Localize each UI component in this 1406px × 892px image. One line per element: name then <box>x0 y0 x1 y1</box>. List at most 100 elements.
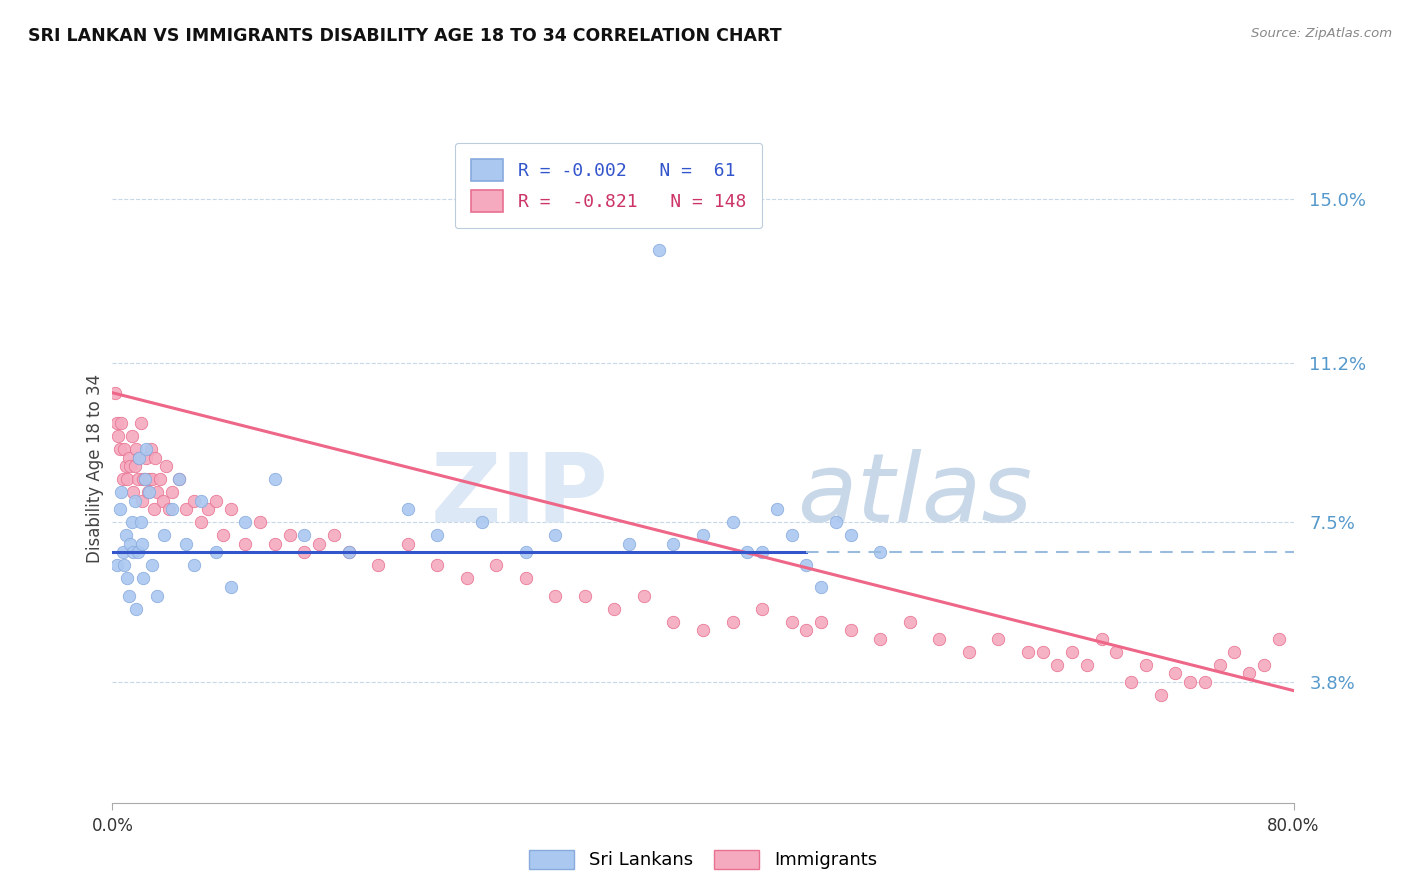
Point <box>153 528 176 542</box>
Point <box>692 528 714 542</box>
Point <box>107 429 129 443</box>
Point <box>515 571 537 585</box>
Point <box>619 537 641 551</box>
Point <box>167 472 190 486</box>
Point <box>337 545 360 559</box>
Point <box>1180 675 1202 690</box>
Point <box>160 502 183 516</box>
Point <box>1135 657 1157 672</box>
Point <box>839 623 862 637</box>
Point <box>249 515 271 529</box>
Point <box>751 601 773 615</box>
Point <box>131 493 153 508</box>
Point <box>120 537 142 551</box>
Point <box>219 502 242 516</box>
Point <box>132 571 155 585</box>
Point <box>157 502 180 516</box>
Point <box>205 493 228 508</box>
Point <box>928 632 950 646</box>
Point <box>796 623 818 637</box>
Point <box>183 493 205 508</box>
Point <box>544 589 567 603</box>
Point <box>108 502 131 516</box>
Point <box>125 442 148 456</box>
Point <box>662 615 685 629</box>
Point <box>125 601 148 615</box>
Point <box>127 545 149 559</box>
Point <box>114 459 136 474</box>
Point <box>129 515 152 529</box>
Point <box>121 429 143 443</box>
Point <box>1164 666 1187 681</box>
Point <box>278 528 301 542</box>
Point <box>515 545 537 559</box>
Point <box>1150 688 1173 702</box>
Point <box>124 493 146 508</box>
Point <box>138 472 160 486</box>
Point <box>134 472 156 486</box>
Point <box>426 558 449 573</box>
Text: SRI LANKAN VS IMMIGRANTS DISABILITY AGE 18 TO 34 CORRELATION CHART: SRI LANKAN VS IMMIGRANTS DISABILITY AGE … <box>28 27 782 45</box>
Point <box>367 558 389 573</box>
Point <box>292 545 315 559</box>
Point <box>766 502 789 516</box>
Point <box>197 502 219 516</box>
Point <box>751 545 773 559</box>
Point <box>112 558 135 573</box>
Point <box>810 615 832 629</box>
Point <box>987 632 1010 646</box>
Point <box>128 450 150 465</box>
Point <box>323 528 346 542</box>
Point <box>957 645 980 659</box>
Point <box>174 537 197 551</box>
Legend: R = -0.002   N =  61, R =  -0.821   N = 148: R = -0.002 N = 61, R = -0.821 N = 148 <box>454 143 762 228</box>
Point <box>110 485 132 500</box>
Point <box>129 416 152 430</box>
Point <box>155 459 177 474</box>
Point <box>1062 645 1084 659</box>
Point <box>1194 675 1216 690</box>
Point <box>143 450 166 465</box>
Point <box>869 632 891 646</box>
Point <box>603 601 626 615</box>
Point <box>470 515 494 529</box>
Point <box>796 558 818 573</box>
Point <box>824 515 846 529</box>
Point <box>869 545 891 559</box>
Point <box>134 472 156 486</box>
Point <box>485 558 508 573</box>
Point <box>233 515 256 529</box>
Point <box>1253 657 1275 672</box>
Point <box>810 580 832 594</box>
Point <box>292 528 315 542</box>
Point <box>721 615 744 629</box>
Point <box>105 558 128 573</box>
Point <box>1119 675 1142 690</box>
Point <box>1046 657 1069 672</box>
Point <box>131 537 153 551</box>
Point <box>142 502 165 516</box>
Point <box>149 472 172 486</box>
Point <box>105 416 128 430</box>
Point <box>122 545 145 559</box>
Point <box>110 416 132 430</box>
Point <box>264 472 287 486</box>
Point <box>183 558 205 573</box>
Point <box>160 485 183 500</box>
Y-axis label: Disability Age 18 to 34: Disability Age 18 to 34 <box>86 374 104 563</box>
Point <box>1268 632 1291 646</box>
Point <box>141 558 163 573</box>
Point <box>633 589 655 603</box>
Point <box>167 472 190 486</box>
Point <box>124 459 146 474</box>
Point <box>136 485 159 500</box>
Point <box>662 537 685 551</box>
Text: Source: ZipAtlas.com: Source: ZipAtlas.com <box>1251 27 1392 40</box>
Point <box>139 442 162 456</box>
Point <box>127 472 149 486</box>
Point <box>118 589 141 603</box>
Point <box>1017 645 1039 659</box>
Point <box>1076 657 1098 672</box>
Point <box>219 580 242 594</box>
Point <box>111 472 134 486</box>
